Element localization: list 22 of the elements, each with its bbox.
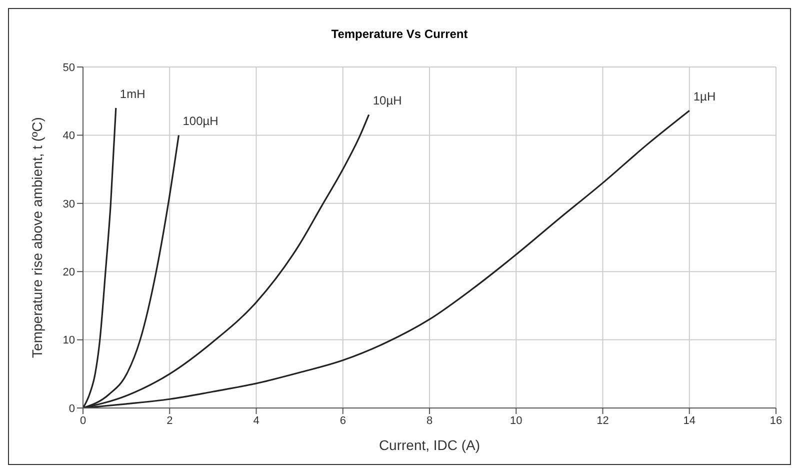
y-tick-label: 20	[62, 266, 75, 279]
y-tick-label: 0	[68, 402, 75, 415]
x-tick-label: 2	[166, 414, 173, 427]
x-tick-label: 16	[770, 414, 782, 427]
x-tick-label: 4	[253, 414, 260, 427]
series-label: 1µH	[693, 90, 716, 104]
x-tick-label: 12	[596, 414, 609, 427]
chart-title: Temperature Vs Current	[330, 26, 469, 43]
x-tick-label: 8	[426, 414, 433, 427]
y-tick-label: 10	[62, 334, 75, 347]
x-tick-label: 0	[80, 414, 86, 427]
y-tick-label: 40	[62, 130, 75, 142]
x-tick-label: 10	[510, 414, 522, 427]
y-axis-title: Temperature rise above ambient, t (ºC)	[28, 117, 45, 358]
y-tick-label: 30	[62, 198, 75, 210]
x-tick-label: 14	[683, 414, 696, 427]
y-tick-label: 50	[62, 62, 75, 74]
series-label: 1mH	[120, 86, 146, 101]
x-tick-label: 6	[340, 414, 346, 427]
series-label: 100µH	[182, 114, 218, 128]
series-label: 10µH	[372, 94, 402, 108]
x-axis-title: Current, IDC (A)	[378, 437, 480, 453]
